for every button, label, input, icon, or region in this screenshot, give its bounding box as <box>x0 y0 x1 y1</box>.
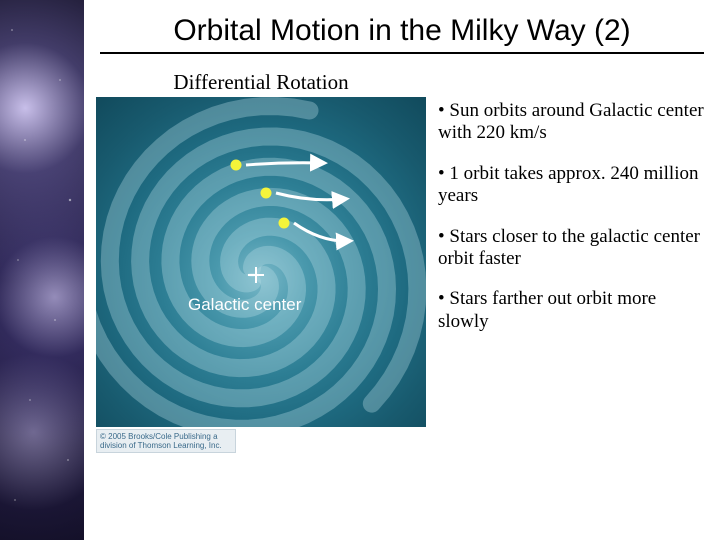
main-content: Orbital Motion in the Milky Way (2) Diff… <box>84 0 720 540</box>
bullet-1: • Sun orbits around Galactic center with… <box>438 100 704 145</box>
figure-caption: Differential Rotation <box>96 70 426 95</box>
differential-rotation-figure: Galactic center <box>96 97 426 427</box>
slide: Orbital Motion in the Milky Way (2) Diff… <box>0 0 720 540</box>
figure-credit: © 2005 Brooks/Cole Publishing a division… <box>96 429 236 453</box>
star-icon <box>279 218 290 229</box>
bullet-list: • Sun orbits around Galactic center with… <box>438 70 708 351</box>
sidebar-space-image <box>0 0 84 540</box>
credit-line-1: © 2005 Brooks/Cole Publishing a <box>100 432 218 441</box>
slide-title: Orbital Motion in the Milky Way (2) <box>96 14 708 52</box>
figure-column: Differential Rotation Galactic center <box>96 70 426 453</box>
content-row: Differential Rotation Galactic center <box>96 70 708 453</box>
bullet-2: • 1 orbit takes approx. 240 million year… <box>438 163 704 208</box>
galactic-center-cross-icon <box>248 267 264 283</box>
credit-line-2: division of Thomson Learning, Inc. <box>100 441 222 450</box>
star-icon <box>231 160 242 171</box>
star-icon <box>261 188 272 199</box>
bullet-3: • Stars closer to the galactic center or… <box>438 226 704 271</box>
title-underline <box>100 52 704 54</box>
spiral-galaxy-icon <box>96 97 426 427</box>
bullet-4: • Stars farther out orbit more slowly <box>438 288 704 333</box>
galactic-center-label: Galactic center <box>188 295 301 315</box>
